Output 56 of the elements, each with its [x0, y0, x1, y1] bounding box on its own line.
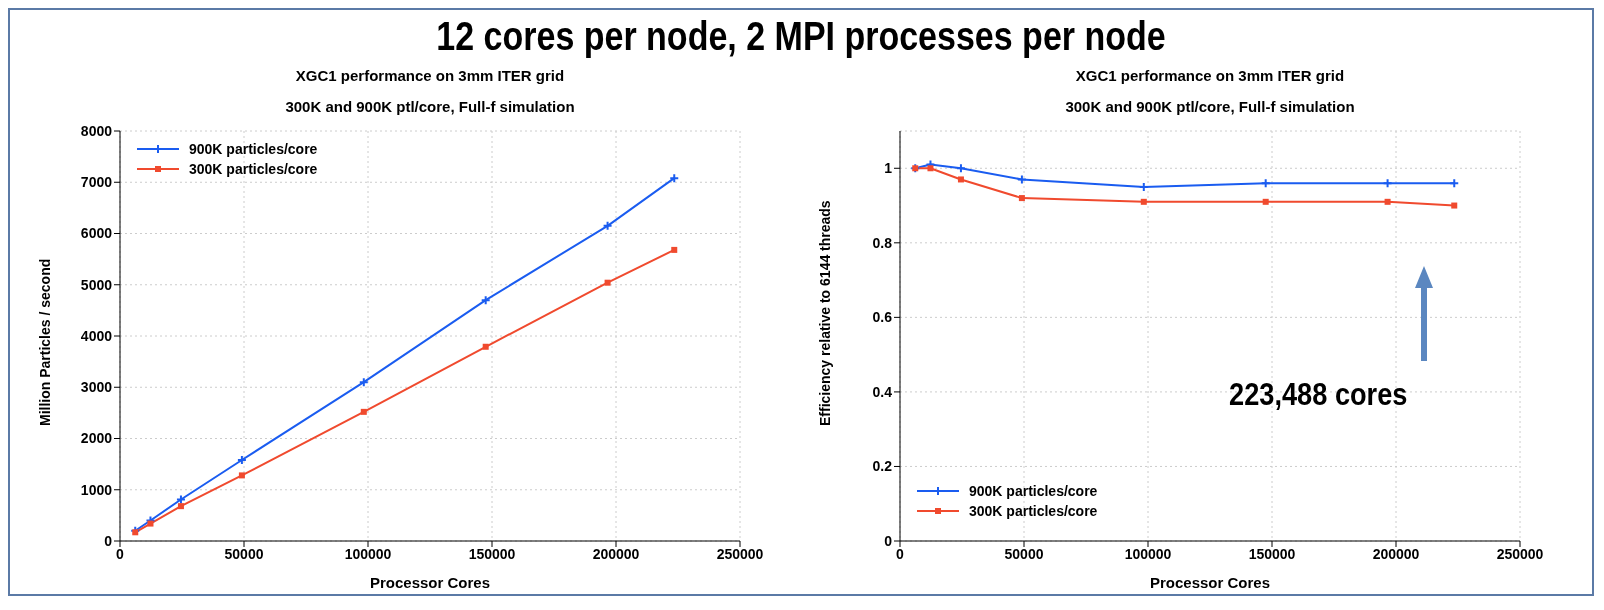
point	[604, 279, 611, 286]
point	[1262, 198, 1269, 205]
x-tick-label: 0	[896, 545, 905, 562]
y-tick-label: 1000	[80, 481, 113, 498]
x-tick-label: 50000	[1004, 545, 1044, 562]
point	[957, 176, 964, 183]
x-tick-label: 250000	[1496, 545, 1544, 562]
chart-subtitle: 300K and 900K ptl/core, Full-f simulation	[284, 98, 576, 115]
chart-subtitle: 300K and 900K ptl/core, Full-f simulation	[1064, 98, 1356, 115]
point	[1140, 198, 1147, 205]
legend-label: 900K particles/core	[969, 483, 1098, 499]
chart-title: XGC1 performance on 3mm ITER grid	[294, 67, 566, 84]
x-tick-label: 0	[116, 545, 125, 562]
x-tick-label: 50000	[224, 545, 264, 562]
point	[177, 503, 184, 510]
x-tick-label: 150000	[468, 545, 516, 562]
y-tick-label: 7000	[80, 174, 113, 191]
y-tick-label: 8000	[80, 122, 113, 139]
x-tick-label: 200000	[592, 545, 640, 562]
text: 12 cores per node, 2 MPI processes per node	[435, 14, 1167, 59]
point	[132, 529, 139, 536]
x-axis-title: Processor Cores	[369, 574, 491, 591]
y-tick-label: 2000	[80, 430, 113, 447]
point	[482, 343, 489, 350]
legend-label: 300K particles/core	[189, 161, 318, 177]
y-axis-title: Million Particles / second	[36, 258, 53, 426]
y-tick-label: 0	[104, 532, 113, 549]
annotation: 223,488 cores	[1228, 376, 1408, 414]
x-axis-title: Processor Cores	[1149, 574, 1271, 591]
x-tick-label: 100000	[1124, 545, 1172, 562]
x-tick-label: 250000	[716, 545, 764, 562]
y-tick-label: 0.2	[872, 458, 893, 475]
chart-title: XGC1 performance on 3mm ITER grid	[1074, 67, 1346, 84]
x-tick-label: 100000	[344, 545, 392, 562]
y-tick-label: 1	[884, 160, 893, 177]
point	[238, 472, 245, 479]
point	[671, 246, 678, 253]
point	[147, 520, 154, 527]
legend-label: 900K particles/core	[189, 141, 318, 157]
y-tick-label: 4000	[80, 327, 113, 344]
y-axis-title: Efficiency relative to 6144 threads	[816, 200, 833, 426]
point	[927, 165, 934, 172]
point	[1018, 195, 1025, 202]
point	[360, 408, 367, 415]
y-tick-label: 0	[884, 532, 893, 549]
x-tick-label: 150000	[1248, 545, 1296, 562]
point	[1384, 198, 1391, 205]
y-tick-label: 0.6	[872, 309, 893, 326]
legend-label: 300K particles/core	[969, 503, 1098, 519]
x-tick-label: 200000	[1372, 545, 1420, 562]
y-tick-label: 0.8	[872, 234, 893, 251]
y-tick-label: 5000	[80, 276, 113, 293]
y-tick-label: 6000	[80, 225, 113, 242]
y-tick-label: 3000	[80, 379, 113, 396]
point	[1451, 202, 1458, 209]
y-tick-label: 0.4	[872, 383, 893, 400]
